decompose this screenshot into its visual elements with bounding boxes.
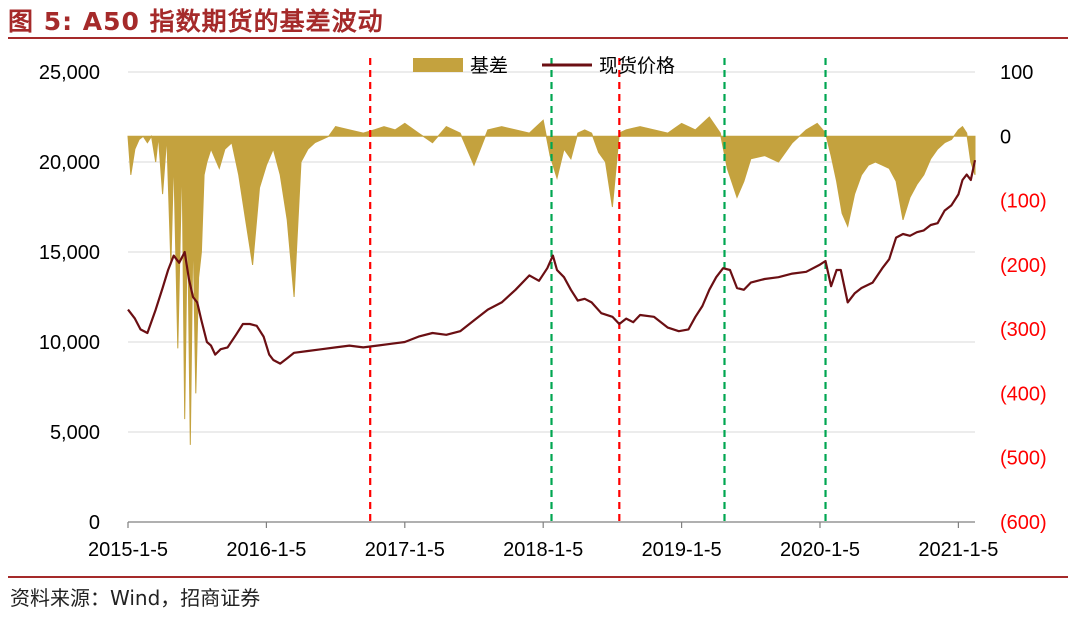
y-left-tick-label: 15,000 bbox=[39, 242, 100, 264]
x-tick-label: 2019-1-5 bbox=[642, 539, 722, 561]
axes: 25,000 20,000 15,000 10,000 5,000 0 100 0 (100) (… bbox=[39, 62, 1047, 561]
spot-price-layer bbox=[127, 159, 977, 365]
x-tick-label: 2017-1-5 bbox=[365, 539, 445, 561]
x-tick-label: 2020-1-5 bbox=[780, 539, 860, 561]
source-note: 资料来源：Wind，招商证券 bbox=[10, 586, 261, 610]
basis-chart: 25,000 20,000 15,000 10,000 5,000 0 100 0 (100) (… bbox=[39, 55, 1047, 561]
y-left-tick-label: 0 bbox=[89, 512, 100, 534]
legend: 基差 现货价格 bbox=[413, 55, 675, 77]
basis-area bbox=[127, 116, 976, 445]
y-left-tick-label: 10,000 bbox=[39, 332, 100, 354]
y-right-tick-label: 0 bbox=[1000, 126, 1011, 148]
figure-title: 图 5: A50 指数期货的基差波动 bbox=[8, 7, 384, 36]
x-tick-label: 2021-1-5 bbox=[918, 539, 998, 561]
y-right-tick-label: (300) bbox=[1000, 319, 1047, 341]
x-tick-label: 2018-1-5 bbox=[503, 539, 583, 561]
y-right-tick-label: (500) bbox=[1000, 448, 1047, 470]
legend-swatch-basis bbox=[413, 58, 463, 72]
x-tick-label: 2015-1-5 bbox=[88, 539, 168, 561]
legend-label-basis: 基差 bbox=[470, 55, 508, 77]
y-right-tick-label: (400) bbox=[1000, 383, 1047, 405]
title-rule bbox=[8, 37, 1068, 39]
y-right-tick-label: (600) bbox=[1000, 512, 1047, 534]
y-left-tick-label: 5,000 bbox=[50, 422, 100, 444]
y-left-tick-label: 20,000 bbox=[39, 152, 100, 174]
y-right-tick-label: (100) bbox=[1000, 191, 1047, 213]
y-left-tick-label: 25,000 bbox=[39, 62, 100, 84]
y-right-tick-label: 100 bbox=[1000, 62, 1033, 84]
y-right-tick-label: (200) bbox=[1000, 255, 1047, 277]
legend-label-spot: 现货价格 bbox=[599, 55, 675, 77]
spot-price-line bbox=[127, 159, 977, 365]
x-tick-label: 2016-1-5 bbox=[226, 539, 306, 561]
source-rule bbox=[8, 576, 1068, 578]
basis-area-layer bbox=[127, 116, 976, 445]
event-lines bbox=[369, 58, 827, 522]
